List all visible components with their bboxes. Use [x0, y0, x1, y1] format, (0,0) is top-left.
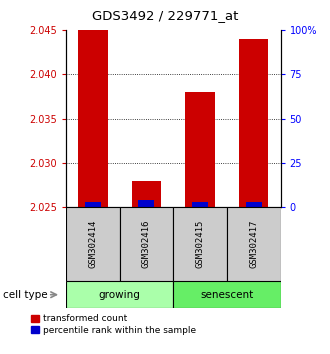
- Bar: [239, 39, 268, 207]
- Bar: [66, 281, 173, 308]
- Bar: [246, 202, 262, 207]
- Bar: [66, 207, 120, 281]
- Bar: [119, 207, 173, 281]
- Bar: [85, 202, 101, 207]
- Bar: [173, 207, 227, 281]
- Text: senescent: senescent: [200, 290, 253, 300]
- Text: GDS3492 / 229771_at: GDS3492 / 229771_at: [92, 9, 238, 22]
- Bar: [138, 200, 154, 207]
- Text: GSM302414: GSM302414: [88, 220, 97, 268]
- Bar: [173, 281, 280, 308]
- Bar: [227, 207, 280, 281]
- Text: GSM302416: GSM302416: [142, 220, 151, 268]
- Text: growing: growing: [99, 290, 141, 300]
- Text: GSM302415: GSM302415: [196, 220, 205, 268]
- Bar: [78, 30, 108, 207]
- Legend: transformed count, percentile rank within the sample: transformed count, percentile rank withi…: [31, 314, 196, 335]
- Bar: [192, 202, 208, 207]
- Text: cell type: cell type: [3, 290, 48, 300]
- Text: GSM302417: GSM302417: [249, 220, 258, 268]
- Bar: [185, 92, 215, 207]
- Bar: [132, 181, 161, 207]
